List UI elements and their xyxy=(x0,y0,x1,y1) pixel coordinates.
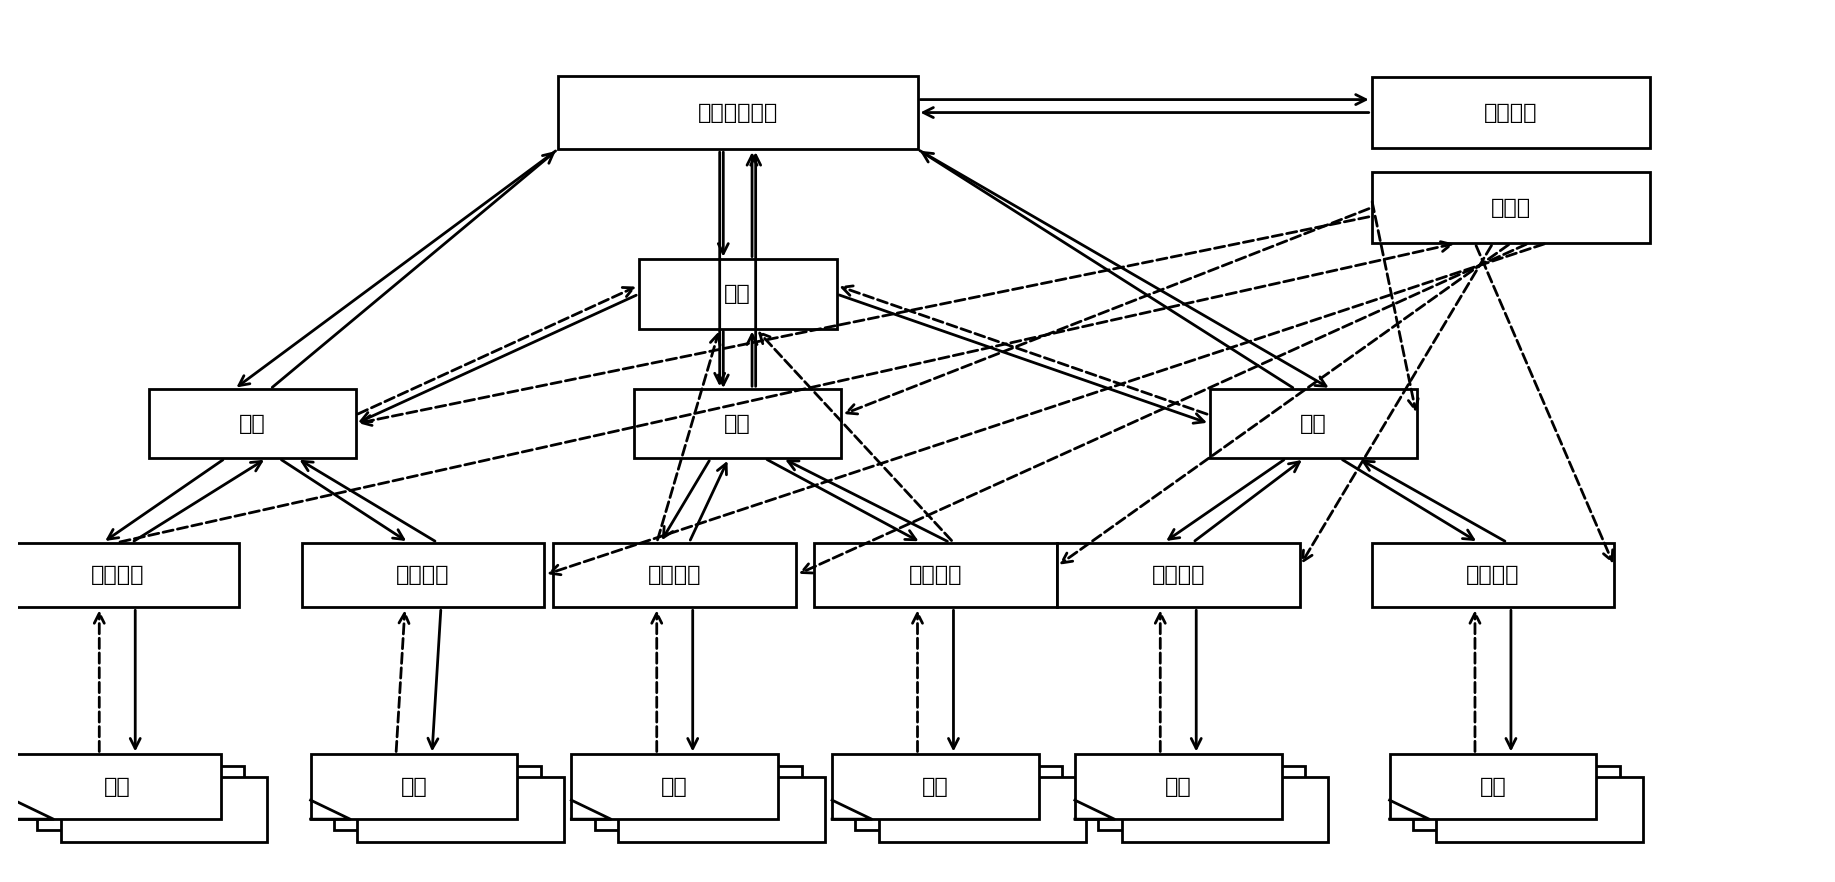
Bar xyxy=(334,766,541,830)
Bar xyxy=(1389,754,1596,819)
Text: 分部: 分部 xyxy=(239,414,266,434)
Text: 分店: 分店 xyxy=(923,777,949,796)
Bar xyxy=(639,259,837,329)
Bar xyxy=(61,777,268,841)
Bar xyxy=(1057,542,1299,608)
Bar xyxy=(635,389,840,459)
Bar xyxy=(1371,77,1650,148)
Text: 仓库: 仓库 xyxy=(725,284,751,304)
Bar xyxy=(831,754,1039,819)
Bar xyxy=(15,754,220,819)
Text: 分店: 分店 xyxy=(105,777,130,796)
Bar xyxy=(37,766,244,830)
Bar xyxy=(358,777,563,841)
Text: 配送仓库: 配送仓库 xyxy=(1466,565,1519,585)
Bar xyxy=(855,766,1062,830)
Bar xyxy=(1437,777,1642,841)
Text: 制药厂商: 制药厂商 xyxy=(1485,102,1538,123)
Bar xyxy=(1209,389,1417,459)
Text: 分部: 分部 xyxy=(725,414,751,434)
Bar xyxy=(558,76,918,149)
Bar xyxy=(1371,542,1615,608)
Bar xyxy=(0,542,239,608)
Text: 配送仓库: 配送仓库 xyxy=(396,565,450,585)
Text: 配送仓库: 配送仓库 xyxy=(1152,565,1206,585)
Bar xyxy=(1075,754,1281,819)
Bar xyxy=(1371,172,1650,243)
Bar xyxy=(301,542,545,608)
Bar xyxy=(879,777,1086,841)
Bar xyxy=(571,754,778,819)
Text: 分店: 分店 xyxy=(1165,777,1191,796)
Bar xyxy=(310,754,517,819)
Text: 分店: 分店 xyxy=(400,777,428,796)
Text: 药业连锁总部: 药业连锁总部 xyxy=(697,102,778,123)
Bar xyxy=(595,766,802,830)
Bar xyxy=(1121,777,1329,841)
Text: 分店: 分店 xyxy=(1479,777,1507,796)
Text: 分部: 分部 xyxy=(1299,414,1327,434)
Text: 分店: 分店 xyxy=(661,777,688,796)
Text: 供货商: 供货商 xyxy=(1490,198,1530,218)
Text: 配送仓库: 配送仓库 xyxy=(908,565,962,585)
Bar xyxy=(554,542,796,608)
Bar xyxy=(1413,766,1620,830)
Bar xyxy=(149,389,356,459)
Bar xyxy=(815,542,1057,608)
Text: 配送仓库: 配送仓库 xyxy=(90,565,143,585)
Bar xyxy=(1097,766,1305,830)
Text: 配送仓库: 配送仓库 xyxy=(648,565,701,585)
Bar xyxy=(618,777,826,841)
